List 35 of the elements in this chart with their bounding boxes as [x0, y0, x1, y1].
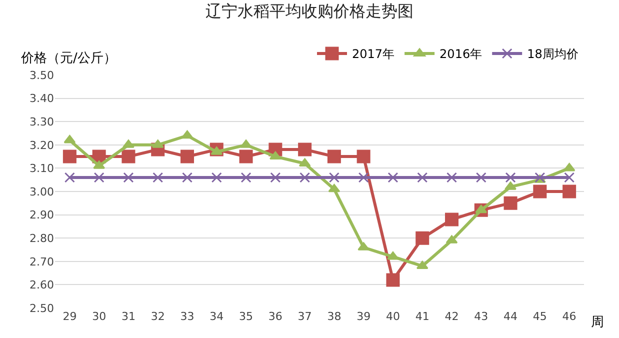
x-tick-label: 35 [239, 310, 254, 323]
y-tick-label: 3.50 [30, 68, 54, 82]
x-tick-label: 37 [298, 310, 312, 323]
y-tick-label: 3.00 [30, 185, 54, 198]
x-tick-label: 38 [327, 310, 342, 323]
y-tick-label: 2.70 [30, 255, 54, 268]
x-tick-label: 45 [532, 310, 547, 323]
x-axis-title: 周 [591, 315, 604, 330]
x-tick-label: 42 [444, 310, 459, 323]
y-tick-label: 3.20 [30, 138, 54, 152]
y-tick-label: 3.40 [30, 92, 54, 106]
x-tick-label: 30 [92, 310, 106, 323]
y-tick-label: 3.30 [30, 115, 54, 128]
y-tick-label: 2.60 [30, 278, 54, 292]
y-tick-label: 3.10 [30, 162, 54, 176]
chart-title: 辽宁水稻平均收购价格走势图 [206, 1, 414, 20]
legend-label: 2017年 [352, 47, 395, 62]
x-tick-label: 43 [474, 310, 488, 323]
x-tick-label: 44 [504, 310, 518, 323]
x-tick-label: 39 [356, 310, 371, 323]
x-tick-label: 32 [150, 310, 165, 323]
x-tick-label: 46 [562, 310, 576, 323]
x-tick-label: 40 [386, 310, 400, 323]
x-tick-label: 36 [268, 310, 282, 323]
legend-label: 2016年 [440, 47, 482, 62]
y-tick-label: 2.80 [30, 232, 54, 245]
x-tick-label: 34 [210, 310, 224, 323]
y-tick-label: 2.90 [30, 208, 54, 222]
y-tick-label: 2.50 [30, 302, 54, 315]
x-tick-label: 41 [415, 310, 430, 323]
x-tick-label: 33 [180, 310, 194, 323]
legend-label: 18周均价 [527, 47, 578, 62]
x-tick-label: 29 [62, 310, 77, 323]
y-axis-title: 价格（元/公斤） [20, 51, 116, 66]
x-tick-label: 31 [121, 310, 136, 323]
